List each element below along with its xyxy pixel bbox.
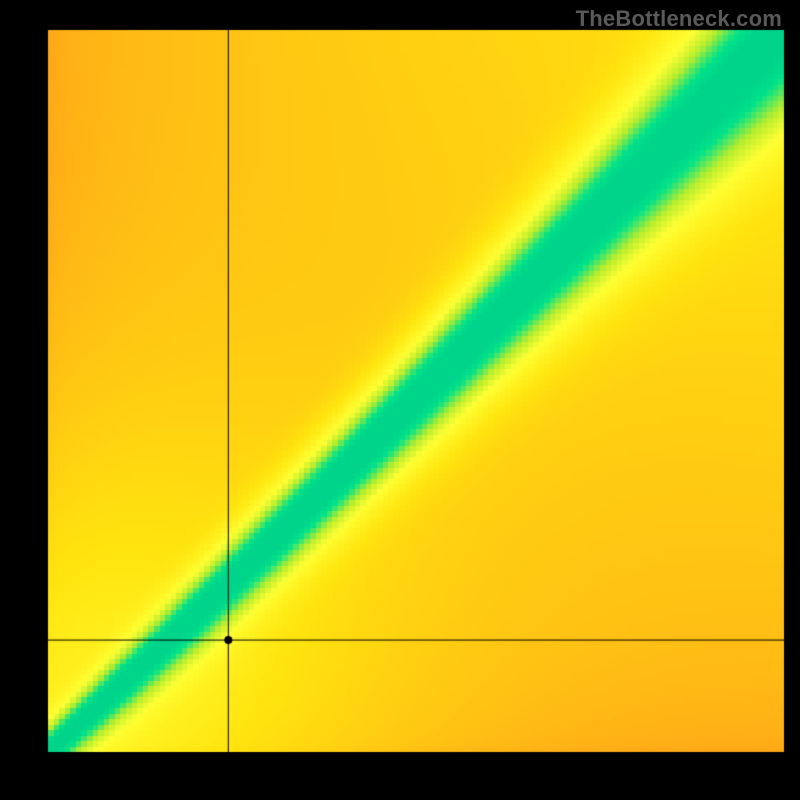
watermark-text: TheBottleneck.com: [576, 6, 782, 32]
chart-container: TheBottleneck.com: [0, 0, 800, 800]
heatmap-canvas: [0, 0, 800, 800]
